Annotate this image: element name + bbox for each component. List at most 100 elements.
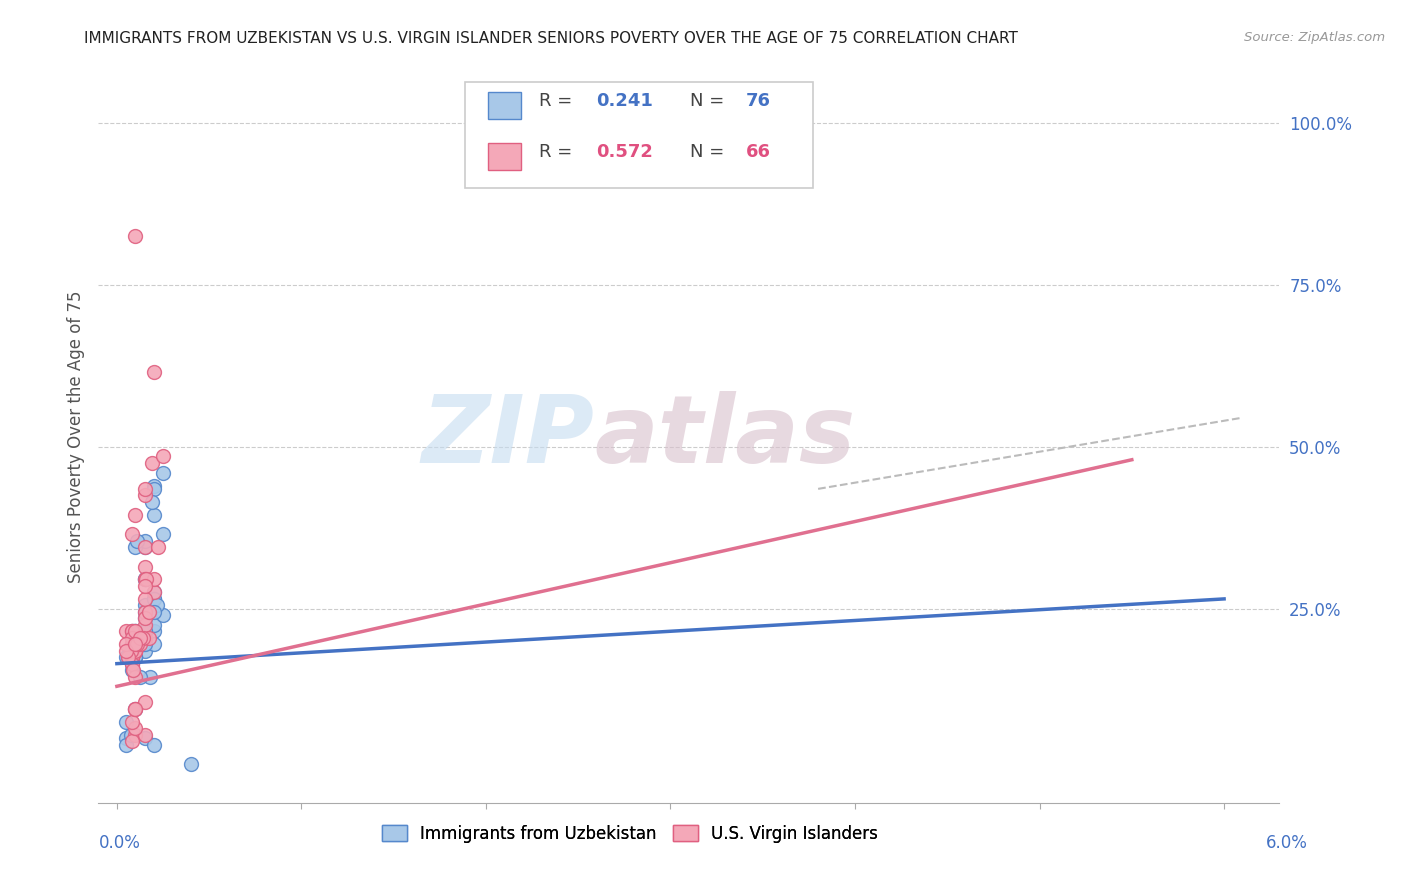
Point [134, 643, 156, 657]
Point [124, 637, 146, 651]
Point [142, 482, 165, 496]
Point [141, 495, 163, 509]
Point [121, 650, 143, 665]
Point [142, 637, 165, 651]
Point [134, 624, 156, 639]
Point [124, 624, 146, 639]
Point [121, 643, 143, 657]
Point [124, 643, 146, 657]
Point [135, 573, 157, 587]
Point [115, 731, 138, 745]
Point [120, 643, 142, 657]
Point [148, 540, 170, 554]
Point [134, 591, 156, 606]
Point [121, 734, 143, 748]
Point [121, 624, 143, 639]
Point [134, 611, 156, 625]
Point [124, 702, 146, 716]
Point [124, 631, 146, 645]
Point [128, 631, 150, 645]
Point [134, 533, 156, 548]
Point [124, 650, 146, 665]
Point [134, 482, 156, 496]
Point [127, 637, 149, 651]
Bar [488, 92, 522, 119]
Point [115, 643, 138, 657]
Point [115, 738, 138, 752]
Point [124, 508, 146, 522]
Point [124, 637, 146, 651]
Point [124, 637, 146, 651]
Point [115, 637, 138, 651]
Point [142, 617, 165, 632]
Point [124, 637, 146, 651]
Point [134, 637, 156, 651]
Point [152, 608, 174, 623]
Point [138, 605, 160, 619]
Point [124, 637, 146, 651]
Point [121, 650, 143, 665]
Point [124, 631, 146, 645]
Point [134, 696, 156, 710]
Point [121, 643, 143, 657]
Point [141, 456, 163, 470]
Point [142, 738, 165, 752]
Point [121, 643, 143, 657]
Point [124, 631, 146, 645]
Point [117, 650, 139, 665]
Point [142, 591, 165, 606]
FancyBboxPatch shape [464, 82, 813, 188]
Point [121, 637, 143, 651]
Point [134, 573, 156, 587]
Text: N =: N = [690, 143, 730, 161]
Point [121, 714, 143, 729]
Point [134, 605, 156, 619]
Point [124, 540, 146, 554]
Point [138, 631, 160, 645]
Text: 0.0%: 0.0% [98, 834, 141, 852]
Point [124, 643, 146, 657]
Point [121, 624, 143, 639]
Point [115, 714, 138, 729]
Point [129, 637, 152, 651]
Legend: Immigrants from Uzbekistan, U.S. Virgin Islanders: Immigrants from Uzbekistan, U.S. Virgin … [375, 818, 884, 849]
Point [124, 702, 146, 716]
Point [142, 585, 165, 599]
Point [132, 637, 155, 651]
Point [115, 624, 138, 639]
Point [121, 657, 143, 671]
Point [124, 624, 146, 639]
Point [129, 669, 152, 683]
Point [134, 631, 156, 645]
Point [124, 643, 146, 657]
Text: 76: 76 [745, 92, 770, 110]
Point [115, 650, 138, 665]
Point [134, 540, 156, 554]
Point [124, 643, 146, 657]
Text: IMMIGRANTS FROM UZBEKISTAN VS U.S. VIRGIN ISLANDER SENIORS POVERTY OVER THE AGE : IMMIGRANTS FROM UZBEKISTAN VS U.S. VIRGI… [84, 31, 1018, 46]
Point [121, 650, 143, 665]
Point [124, 669, 146, 683]
Text: atlas: atlas [595, 391, 856, 483]
Point [134, 631, 156, 645]
Bar [488, 144, 522, 170]
Text: R =: R = [538, 143, 578, 161]
Text: 0.572: 0.572 [596, 143, 652, 161]
Point [121, 657, 143, 671]
Text: 6.0%: 6.0% [1265, 834, 1308, 852]
Point [129, 631, 152, 645]
Point [134, 624, 156, 639]
Point [124, 637, 146, 651]
Point [121, 527, 143, 541]
Point [134, 728, 156, 742]
Text: 66: 66 [745, 143, 770, 161]
Point [134, 573, 156, 587]
Point [134, 624, 156, 639]
Point [134, 611, 156, 625]
Text: R =: R = [538, 92, 578, 110]
Point [121, 631, 143, 645]
Point [124, 637, 146, 651]
Point [142, 573, 165, 587]
Point [121, 637, 143, 651]
Point [121, 637, 143, 651]
